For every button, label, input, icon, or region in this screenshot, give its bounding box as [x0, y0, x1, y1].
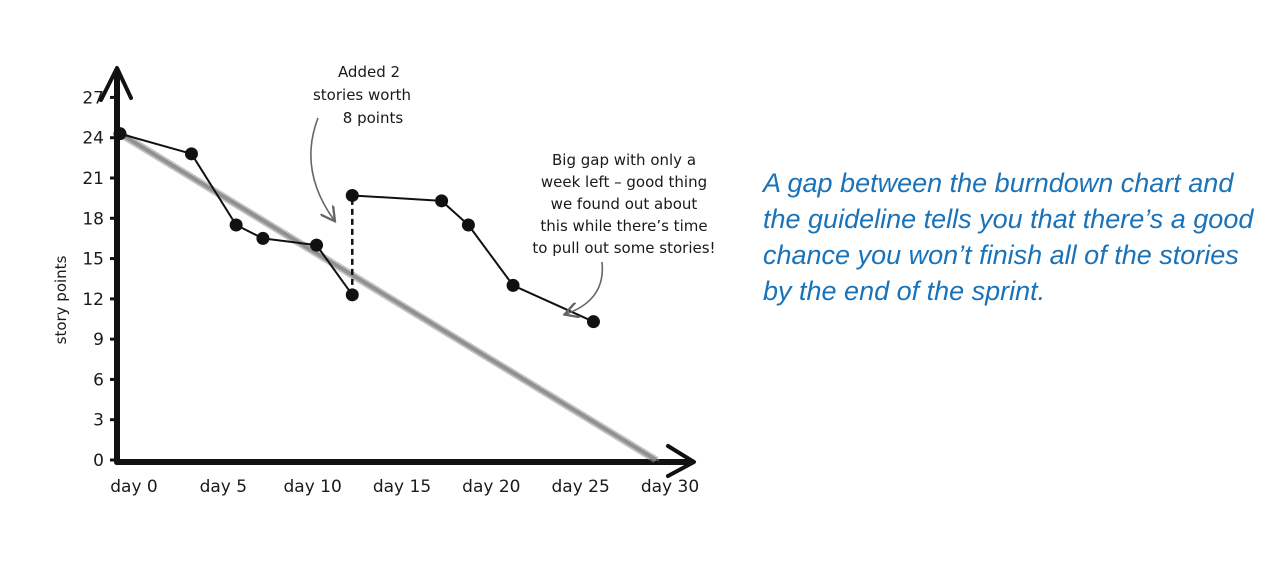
y-tick-label: 6 [93, 370, 104, 390]
burndown-point [113, 127, 127, 141]
burndown-point [184, 147, 198, 161]
annotation-added-line-3: 8 points [343, 109, 404, 127]
burndown-point [345, 288, 359, 302]
burndown-segment [352, 194, 442, 202]
series-layer [119, 132, 594, 323]
annotation-gap-line-4: this while there’s time [540, 217, 707, 235]
y-tick-label: 24 [82, 129, 104, 149]
y-tick-label: 18 [82, 209, 104, 229]
guideline [122, 133, 660, 462]
burndown-segment [190, 153, 237, 226]
burndown-point [506, 278, 520, 292]
annotation-gap-line-2: week left – good thing [541, 173, 707, 191]
x-tick-label: day 30 [641, 477, 699, 497]
x-tick-label: day 20 [462, 477, 520, 497]
burndown-point [461, 218, 475, 232]
burndown-segment [119, 132, 192, 155]
burndown-segment [467, 224, 514, 287]
burndown-segment [315, 244, 354, 296]
burndown-point [256, 231, 270, 245]
x-tick-label: day 10 [284, 477, 342, 497]
y-tick-label: 12 [82, 290, 104, 310]
y-tick-label: 3 [93, 411, 104, 431]
burndown-segment [512, 284, 594, 323]
y-axis-label: story points [52, 255, 70, 344]
burndown-point [435, 194, 449, 208]
annotation-gap-line-1: Big gap with only a [552, 151, 696, 169]
annotation-added-line-1: Added 2 [338, 63, 400, 81]
y-tick-label: 21 [82, 169, 104, 189]
x-tick-label: day 5 [200, 477, 248, 497]
y-tick-label: 15 [82, 250, 104, 270]
annotation-added-stories: Added 2 stories worth 8 points [310, 63, 411, 220]
x-tick-label: day 15 [373, 477, 431, 497]
x-axis-arrowhead [666, 444, 696, 478]
y-tick-label: 0 [93, 451, 104, 471]
points-layer [113, 127, 600, 329]
y-ticks: 0 3 6 9 12 15 18 21 24 27 [82, 88, 120, 471]
y-axis-arrowhead [99, 66, 133, 102]
annotation-added-line-2: stories worth [313, 86, 411, 104]
annotation-gap-line-3: we found out about [551, 195, 698, 213]
annotation-gap-line-5: to pull out some stories! [532, 239, 715, 257]
axes [99, 66, 696, 478]
caption: A gap between the burndown chart and the… [763, 168, 1254, 306]
annotation-added-arrow [310, 117, 334, 220]
burndown-point [310, 238, 324, 252]
y-tick-label: 27 [82, 88, 104, 108]
x-ticks: day 0 day 5 day 10 day 15 day 20 day 25 day 30 [110, 477, 699, 497]
burndown-point [229, 218, 243, 232]
burndown-point [345, 188, 359, 202]
x-tick-label: day 0 [110, 477, 158, 497]
burndown-segment [262, 237, 317, 247]
y-tick-label: 9 [93, 330, 104, 350]
x-tick-label: day 25 [552, 477, 610, 497]
guideline [117, 134, 655, 463]
burndown-point [586, 315, 600, 329]
annotation-big-gap: Big gap with only a week left – good thi… [532, 151, 716, 314]
annotation-gap-arrow [566, 261, 604, 314]
